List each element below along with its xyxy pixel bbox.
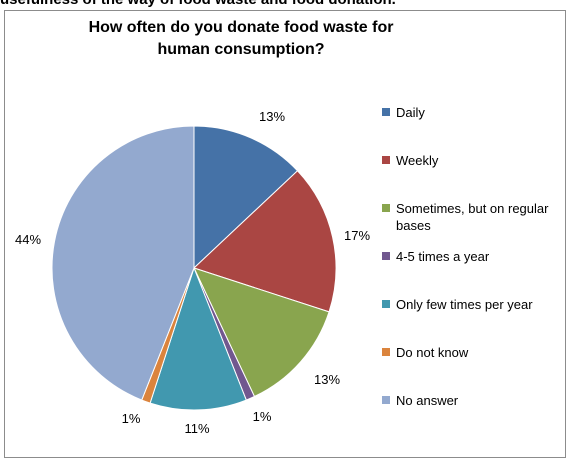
legend-label: Only few times per year [396, 296, 568, 313]
legend-swatch [382, 396, 390, 404]
legend-label: Do not know [396, 344, 568, 361]
legend-label-line: No answer [396, 393, 459, 408]
chart-title: How often do you donate food waste for h… [88, 19, 394, 58]
legend-label-line: Only few times per year [396, 297, 533, 312]
legend-label-line: Daily [396, 105, 425, 120]
legend-label: 4-5 times a year [396, 248, 568, 265]
pie-slice-no-answer [51, 125, 195, 401]
pie-slices [51, 125, 337, 411]
pie-slice-only-few-times-per-year [149, 266, 247, 411]
data-label-4-5-times-a-year: 1% [253, 409, 272, 424]
legend-label-line: bases [396, 218, 431, 233]
legend-swatch [382, 348, 390, 356]
data-label-no-answer: 44% [15, 232, 41, 247]
legend-swatch [382, 252, 390, 260]
legend-label: Weekly [396, 152, 568, 169]
legend-label-line: 4-5 times a year [396, 249, 490, 264]
pie-slice-weekly [193, 170, 337, 313]
legend-label: Sometimes, but on regular bases [396, 200, 568, 234]
data-labels: 13% 17% 13% 1% 11% 1% 44% [15, 109, 370, 436]
legend-label: No answer [396, 392, 568, 409]
legend-swatch [382, 108, 390, 116]
legend-label-line: Do not know [396, 345, 469, 360]
previous-page-text: usefulness of the way of food waste and … [0, 0, 568, 10]
data-label-do-not-know: 1% [122, 411, 141, 426]
previous-page-text-line: usefulness of the way of food waste and … [0, 0, 396, 8]
legend-label: Daily [396, 104, 568, 121]
data-label-weekly: 17% [344, 228, 370, 243]
legend-swatch [382, 156, 390, 164]
data-label-only-few-times-per-year: 11% [184, 421, 209, 436]
legend-swatch [382, 300, 390, 308]
data-label-sometimes-but-on-regular-bases: 13% [314, 372, 340, 387]
pie-slice-daily [193, 125, 299, 270]
legend-label-line: Sometimes, but on regular [396, 201, 549, 216]
legend-swatch [382, 204, 390, 212]
data-label-daily: 13% [259, 109, 285, 124]
legend-label-line: Weekly [396, 153, 439, 168]
pie-slice-sometimes-but-on-regular-bases [193, 267, 330, 398]
